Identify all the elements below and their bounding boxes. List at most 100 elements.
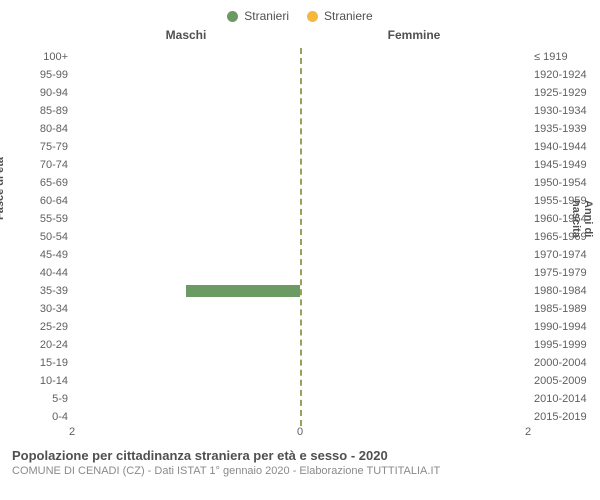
- age-label: 25-29: [10, 318, 68, 336]
- age-label: 90-94: [10, 84, 68, 102]
- table-row: [72, 48, 300, 66]
- table-row: [300, 390, 528, 408]
- table-row: [300, 246, 528, 264]
- birth-label: 1945-1949: [534, 156, 592, 174]
- age-label: 95-99: [10, 66, 68, 84]
- birth-label: 1990-1994: [534, 318, 592, 336]
- table-row: [300, 228, 528, 246]
- age-label: 20-24: [10, 336, 68, 354]
- birth-label: 1955-1959: [534, 192, 592, 210]
- birth-label: 1930-1934: [534, 102, 592, 120]
- legend: Stranieri Straniere: [0, 0, 600, 28]
- legend-item-male: Stranieri: [227, 9, 289, 23]
- age-label: 85-89: [10, 102, 68, 120]
- plot-area: [72, 48, 528, 426]
- table-row: [72, 102, 300, 120]
- table-row: [72, 246, 300, 264]
- age-label: 40-44: [10, 264, 68, 282]
- center-divider: [300, 48, 302, 426]
- birth-label: 1985-1989: [534, 300, 592, 318]
- chart-subtitle: COMUNE DI CENADI (CZ) - Dati ISTAT 1° ge…: [12, 465, 588, 477]
- table-row: [300, 84, 528, 102]
- header-left: Maschi: [72, 28, 300, 48]
- age-label: 45-49: [10, 246, 68, 264]
- table-row: [300, 336, 528, 354]
- swatch-male-icon: [227, 11, 238, 22]
- birth-label: 1925-1929: [534, 84, 592, 102]
- age-label: 70-74: [10, 156, 68, 174]
- table-row: [72, 372, 300, 390]
- birth-label: 1965-1969: [534, 228, 592, 246]
- birth-label: 1970-1974: [534, 246, 592, 264]
- age-label: 15-19: [10, 354, 68, 372]
- age-label: 30-34: [10, 300, 68, 318]
- legend-label-female: Straniere: [324, 9, 373, 23]
- table-row: [72, 120, 300, 138]
- table-row: [72, 84, 300, 102]
- y-axis-left-labels: 100+95-9990-9485-8980-8475-7970-7465-696…: [10, 48, 68, 426]
- table-row: [72, 390, 300, 408]
- legend-item-female: Straniere: [307, 9, 373, 23]
- chart-container: Stranieri Straniere Maschi Femmine Fasce…: [0, 0, 600, 500]
- table-row: [300, 138, 528, 156]
- header-right: Femmine: [300, 28, 528, 48]
- age-label: 75-79: [10, 138, 68, 156]
- table-row: [72, 318, 300, 336]
- birth-label: 2010-2014: [534, 390, 592, 408]
- table-row: [300, 354, 528, 372]
- x-axis-labels: 2 0 2: [72, 426, 528, 444]
- table-row: [72, 174, 300, 192]
- table-row: [72, 210, 300, 228]
- chart-title: Popolazione per cittadinanza straniera p…: [12, 448, 588, 463]
- table-row: [300, 318, 528, 336]
- birth-label: 1975-1979: [534, 264, 592, 282]
- birth-label: 1940-1944: [534, 138, 592, 156]
- table-row: [300, 66, 528, 84]
- table-row: [300, 408, 528, 426]
- birth-label: 1960-1964: [534, 210, 592, 228]
- age-label: 80-84: [10, 120, 68, 138]
- table-row: [72, 354, 300, 372]
- table-row: [300, 192, 528, 210]
- age-label: 55-59: [10, 210, 68, 228]
- table-row: [300, 156, 528, 174]
- table-row: [300, 102, 528, 120]
- birth-label: 2000-2004: [534, 354, 592, 372]
- age-label: 35-39: [10, 282, 68, 300]
- x-tick: 2: [525, 426, 531, 438]
- table-row: [300, 282, 528, 300]
- table-row: [300, 372, 528, 390]
- table-row: [72, 138, 300, 156]
- x-tick: 0: [297, 426, 303, 438]
- birth-label: 1995-1999: [534, 336, 592, 354]
- bars-male: [72, 48, 300, 426]
- age-label: 10-14: [10, 372, 68, 390]
- birth-label: 2015-2019: [534, 408, 592, 426]
- table-row: [300, 174, 528, 192]
- x-tick: 2: [69, 426, 75, 438]
- table-row: [72, 408, 300, 426]
- column-headers: Maschi Femmine: [72, 28, 528, 48]
- age-label: 0-4: [10, 408, 68, 426]
- birth-label: ≤ 1919: [534, 48, 592, 66]
- table-row: [72, 264, 300, 282]
- birth-label: 2005-2009: [534, 372, 592, 390]
- age-label: 60-64: [10, 192, 68, 210]
- bars-female: [300, 48, 528, 426]
- table-row: [72, 228, 300, 246]
- table-row: [72, 192, 300, 210]
- table-row: [72, 300, 300, 318]
- chart-footer: Popolazione per cittadinanza straniera p…: [12, 448, 588, 477]
- age-label: 65-69: [10, 174, 68, 192]
- birth-label: 1935-1939: [534, 120, 592, 138]
- table-row: [72, 66, 300, 84]
- y-axis-left-title: Fasce di età: [0, 157, 6, 220]
- age-label: 50-54: [10, 228, 68, 246]
- birth-label: 1950-1954: [534, 174, 592, 192]
- table-row: [72, 156, 300, 174]
- swatch-female-icon: [307, 11, 318, 22]
- age-label: 100+: [10, 48, 68, 66]
- table-row: [300, 210, 528, 228]
- table-row: [300, 48, 528, 66]
- bar-male: [186, 285, 300, 297]
